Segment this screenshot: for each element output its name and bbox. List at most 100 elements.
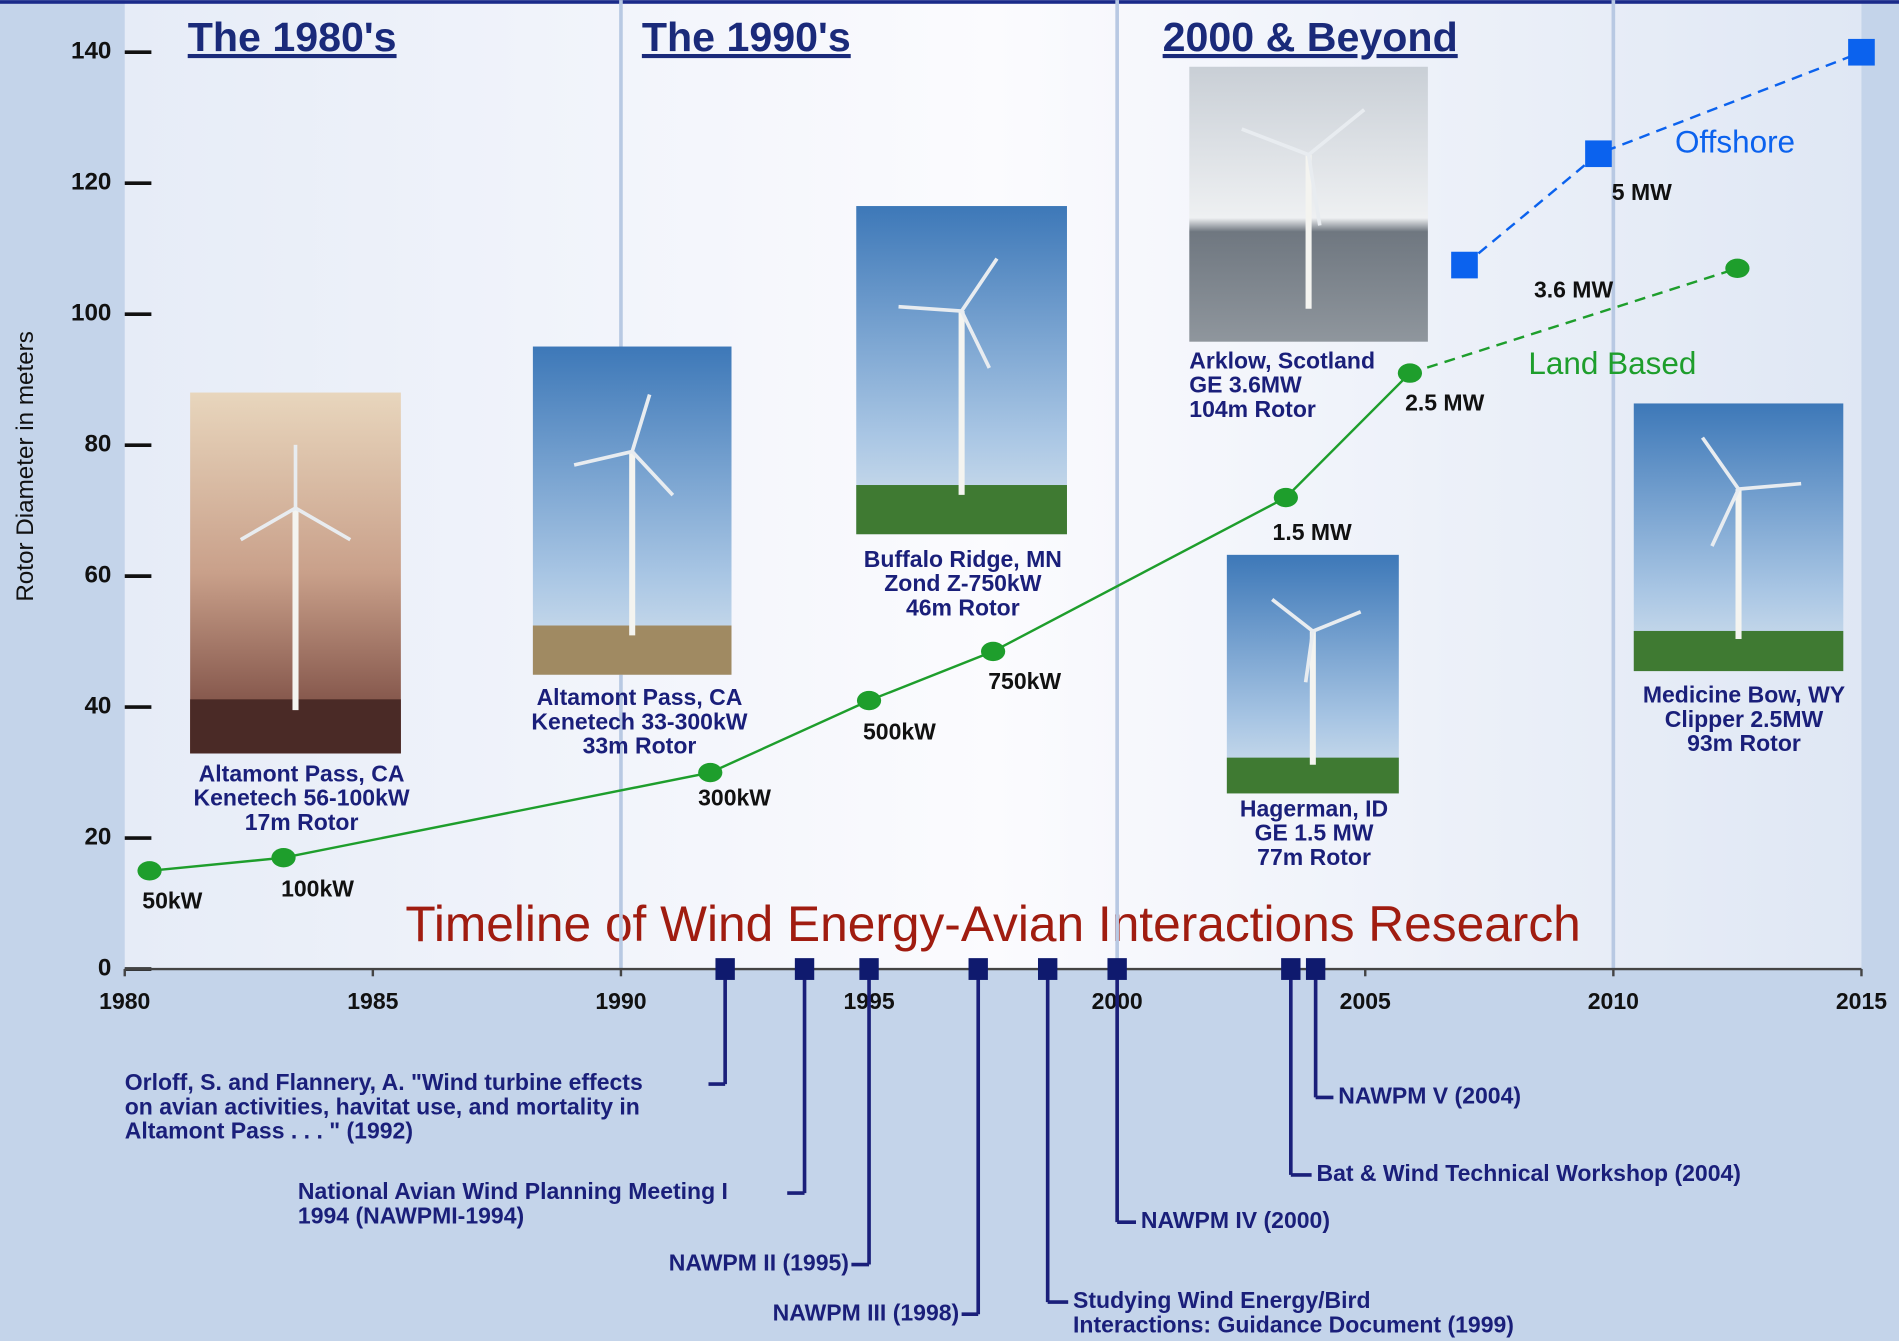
y-tick-label: 0 — [98, 954, 111, 981]
event-label: NAWPM V (2004) — [1338, 1082, 1521, 1108]
event-label: on avian activities, havitat use, and mo… — [125, 1093, 640, 1119]
point — [1451, 251, 1478, 279]
point-label: 5 MW — [1612, 179, 1672, 205]
event-label: Studying Wind Energy/Bird — [1073, 1287, 1371, 1313]
photo-blade — [1271, 597, 1314, 633]
y-tick-label: 60 — [84, 562, 111, 589]
photo-caption: GE 1.5 MW — [1255, 820, 1374, 846]
photo-caption: Altamont Pass, CA — [199, 760, 405, 786]
photo-caption: 46m Rotor — [906, 594, 1020, 620]
series-line — [1409, 267, 1738, 375]
event-label: 1994 (NAWPMI-1994) — [298, 1202, 524, 1228]
point — [137, 861, 162, 881]
photo-caption: 17m Rotor — [245, 809, 359, 835]
photo-caption: Altamont Pass, CA — [537, 684, 743, 710]
event-marker — [1281, 958, 1301, 980]
event-label: Interactions: Guidance Document (1999) — [1073, 1311, 1514, 1337]
photo-caption: Arklow, Scotland — [1189, 347, 1375, 373]
event-marker — [715, 958, 735, 980]
point-label: 100kW — [281, 875, 354, 901]
x-tick-label: 2010 — [1588, 988, 1639, 1014]
point-label: 3.6 MW — [1534, 276, 1614, 302]
photo — [1189, 66, 1428, 342]
photo-blade — [1303, 630, 1315, 683]
series-name: Land Based — [1528, 346, 1696, 381]
event-marker — [1107, 958, 1127, 980]
photo-caption: Kenetech 33-300kW — [531, 708, 747, 734]
photo-blade — [630, 450, 675, 497]
y-axis-label: Rotor Diameter in meters — [12, 331, 39, 602]
photo-caption: 93m Rotor — [1687, 730, 1801, 756]
photo-caption: Hagerman, ID — [1240, 795, 1388, 821]
point-label: 300kW — [698, 784, 771, 810]
photo — [856, 206, 1067, 535]
event-marker — [968, 958, 988, 980]
photo-caption: GE 3.6MW — [1189, 372, 1302, 398]
event-label: Altamont Pass . . . " (1992) — [125, 1118, 413, 1144]
photo-blade — [1700, 436, 1741, 491]
photo-blade — [239, 506, 297, 542]
point — [980, 641, 1006, 662]
y-tick-label: 140 — [71, 38, 111, 65]
photo-caption: 104m Rotor — [1189, 396, 1316, 422]
photo-caption: 77m Rotor — [1257, 844, 1371, 870]
point — [698, 762, 723, 783]
event-label: NAWPM IV (2000) — [1141, 1207, 1330, 1233]
x-tick-label: 2015 — [1836, 988, 1887, 1014]
photo-caption: 33m Rotor — [583, 732, 697, 758]
photo-caption: Kenetech 56-100kW — [194, 785, 410, 811]
y-tick-label: 20 — [84, 823, 111, 850]
point — [1848, 38, 1875, 66]
photo-blade — [1307, 108, 1366, 157]
event-marker — [794, 958, 815, 980]
photo-blade — [1710, 488, 1741, 547]
photo-blade — [960, 257, 999, 313]
photo-blade — [959, 310, 991, 369]
top-bar — [0, 0, 1899, 4]
photo — [1226, 554, 1399, 794]
point — [856, 690, 882, 711]
photo-blade — [898, 304, 962, 313]
photo-caption: Clipper 2.5MW — [1665, 706, 1824, 732]
series-name: Offshore — [1675, 125, 1795, 160]
point — [1725, 258, 1750, 279]
point — [1397, 363, 1423, 383]
event-label: Bat & Wind Technical Workshop (2004) — [1316, 1160, 1741, 1186]
photo-caption: Medicine Bow, WY — [1643, 682, 1845, 708]
event-label: NAWPM III (1998) — [773, 1299, 960, 1325]
photo-blade — [1306, 154, 1322, 226]
photo-blade — [1312, 610, 1362, 633]
photo-blade — [1241, 127, 1310, 157]
point — [1273, 487, 1298, 508]
photo-caption: Zond Z-750kW — [884, 570, 1041, 596]
point-label: 500kW — [863, 718, 936, 744]
event-marker — [1037, 958, 1058, 980]
event-label: NAWPM II (1995) — [669, 1250, 849, 1276]
x-tick-label: 1980 — [99, 988, 150, 1014]
y-tick-label: 80 — [84, 431, 111, 458]
event-marker — [1305, 958, 1326, 980]
y-tick-label: 100 — [71, 300, 111, 327]
x-tick-label: 2005 — [1340, 988, 1391, 1014]
point — [1585, 140, 1612, 168]
x-tick-label: 1985 — [347, 988, 398, 1014]
y-tick-label: 120 — [71, 169, 111, 196]
photo-blade — [573, 449, 633, 467]
photo-blade — [1738, 481, 1802, 491]
point-label: 2.5 MW — [1405, 390, 1485, 416]
photo — [1633, 403, 1844, 672]
photo-blade — [630, 394, 652, 453]
y-tick-label: 40 — [84, 692, 111, 719]
point-label: 50kW — [142, 887, 202, 913]
photo — [532, 346, 732, 675]
event-marker — [859, 958, 879, 980]
point-label: 1.5 MW — [1273, 519, 1353, 545]
chart-title: Timeline of Wind Energy-Avian Interactio… — [405, 896, 1580, 952]
era-heading: The 1990's — [642, 14, 851, 60]
photo — [190, 392, 401, 754]
photo-caption: Buffalo Ridge, MN — [864, 546, 1062, 572]
event-label: Orloff, S. and Flannery, A. "Wind turbin… — [125, 1069, 643, 1095]
point — [271, 848, 296, 868]
